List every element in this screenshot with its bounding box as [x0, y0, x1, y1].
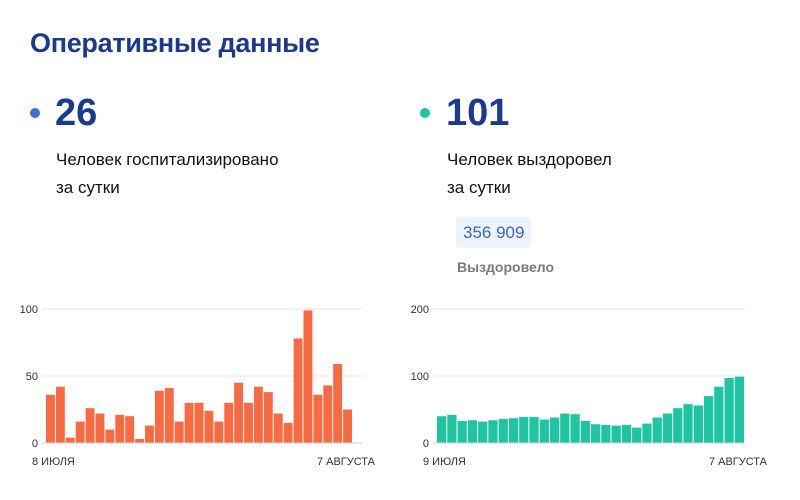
chart-bar: [154, 390, 164, 443]
chart-bar: [194, 402, 204, 443]
hospitalized-chart: 0 50 100 8 ИЮЛЯ 7 АВГУСТА: [20, 304, 376, 468]
chart-bar: [145, 425, 154, 443]
chart-bar: [293, 338, 303, 443]
chart-bar: [75, 421, 85, 443]
chart-bar: [263, 392, 273, 443]
recovered-chart: 0 100 200 9 ИЮЛЯ 7 АВГУСТА: [411, 304, 768, 468]
chart-bar: [174, 421, 184, 443]
chart-bar: [611, 425, 621, 443]
chart-bar: [105, 429, 115, 443]
chart-bar: [283, 422, 293, 443]
hospitalized-desc-line1: Человек госпитализировано: [56, 150, 279, 169]
chart-bar: [488, 420, 498, 443]
chart-bar: [652, 417, 662, 443]
chart-bar: [85, 408, 95, 443]
chart-bar: [244, 402, 253, 443]
chart-bar: [529, 416, 539, 443]
x-start-label: 8 ИЮЛЯ: [32, 456, 75, 468]
hospitalized-desc-line2: за сутки: [56, 178, 120, 197]
chart-bar: [184, 402, 194, 443]
chart-bar: [642, 423, 652, 443]
y-tick-label: 100: [411, 371, 429, 383]
hospitalized-dot-icon: [30, 108, 40, 118]
y-tick-label: 200: [411, 304, 429, 316]
chart-bar: [683, 404, 693, 443]
chart-bar: [323, 385, 333, 443]
recovered-stat: 101 Человек выздоровел за сутки: [420, 93, 740, 203]
page-title: Оперативные данные: [30, 28, 320, 58]
chart-bar: [46, 394, 55, 443]
chart-bar: [343, 409, 352, 443]
chart-bar: [164, 388, 174, 443]
chart-bar: [447, 414, 457, 443]
chart-bar: [55, 386, 65, 443]
chart-bar: [539, 419, 549, 443]
chart-bar: [519, 416, 529, 443]
chart-bar: [693, 405, 703, 443]
chart-bar: [601, 424, 611, 443]
chart-bar: [662, 413, 673, 443]
x-end-label: 7 АВГУСТА: [709, 456, 768, 468]
chart-bar: [125, 416, 135, 443]
chart-bar: [333, 363, 343, 443]
chart-bar: [724, 378, 734, 443]
chart-bar: [467, 420, 478, 443]
chart-bar: [313, 394, 323, 443]
chart-bar: [214, 421, 224, 443]
recovered-total-label: Выздоровело: [457, 259, 555, 275]
chart-bar: [632, 427, 642, 443]
chart-bar: [673, 408, 683, 443]
chart-bar: [591, 424, 601, 443]
chart-bar: [135, 438, 145, 443]
hospitalized-value: 26: [55, 92, 98, 134]
recovered-description: Человек выздоровел за сутки: [447, 146, 747, 202]
chart-bar: [714, 386, 724, 443]
y-tick-label: 0: [32, 438, 38, 450]
chart-bar: [115, 414, 125, 443]
recovered-desc-line2: за сутки: [447, 178, 511, 197]
chart-bar: [224, 402, 234, 443]
chart-bar: [549, 417, 560, 443]
chart-bar: [457, 420, 467, 443]
y-tick-label: 0: [423, 438, 429, 450]
chart-bar: [621, 424, 632, 443]
chart-bar: [204, 410, 214, 443]
chart-bar: [234, 382, 244, 443]
chart-bar: [734, 376, 744, 443]
chart-bar: [95, 413, 105, 443]
recovered-value: 101: [446, 92, 510, 134]
chart-bar: [478, 421, 488, 443]
chart-bar: [498, 418, 508, 443]
chart-bar: [253, 386, 263, 443]
chart-bar: [570, 414, 580, 443]
y-tick-label: 100: [20, 304, 38, 316]
hospitalized-stat: 26 Человек госпитализировано за сутки: [30, 93, 350, 203]
chart-bar: [303, 310, 313, 443]
recovered-desc-line1: Человек выздоровел: [447, 150, 612, 169]
chart-bar: [65, 437, 75, 443]
x-end-label: 7 АВГУСТА: [317, 456, 376, 468]
chart-bar: [273, 413, 283, 443]
chart-bar: [508, 418, 519, 443]
chart-bar: [437, 416, 447, 443]
x-start-label: 9 ИЮЛЯ: [423, 456, 466, 468]
recovered-total-badge: 356 909: [456, 217, 532, 248]
chart-bar: [703, 396, 714, 443]
hospitalized-description: Человек госпитализировано за сутки: [56, 146, 356, 202]
y-tick-label: 50: [26, 371, 38, 383]
recovered-dot-icon: [420, 108, 430, 118]
chart-bar: [560, 413, 570, 443]
chart-bar: [580, 420, 590, 443]
